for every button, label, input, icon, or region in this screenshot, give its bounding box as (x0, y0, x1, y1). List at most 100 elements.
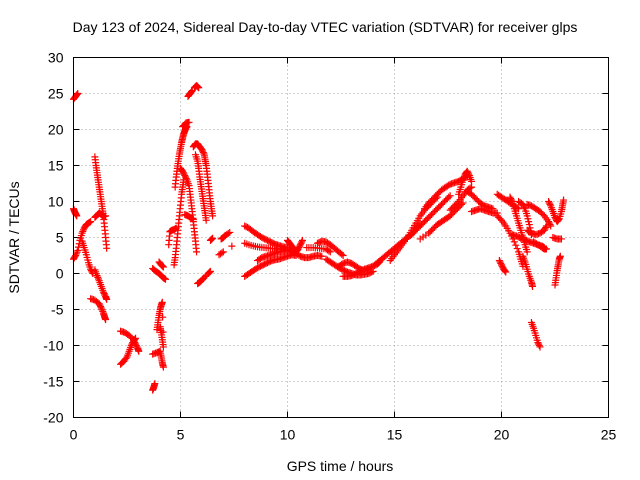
data-point (209, 234, 217, 242)
data-point (209, 212, 217, 220)
data-point (162, 275, 170, 283)
data-point (94, 275, 102, 283)
series-arc-52 (493, 212, 527, 270)
data-point (501, 267, 509, 275)
data-point (79, 228, 87, 235)
series-arc-03 (70, 218, 95, 263)
x-tick-label: 25 (601, 427, 617, 443)
data-point (224, 229, 232, 237)
series-arc-38 (313, 237, 347, 259)
series-arc-05 (87, 295, 110, 324)
data-point (93, 272, 101, 280)
data-point (318, 252, 326, 260)
y-axis-label: SDTVAR / TECUs (6, 181, 22, 293)
series-arc-36 (292, 249, 326, 262)
series-arc-26 (194, 267, 214, 288)
series-arc-50 (468, 205, 501, 217)
chart-title: Day 123 of 2024, Sidereal Day-to-day VTE… (73, 19, 578, 35)
data-point (151, 380, 159, 388)
data-point (195, 84, 203, 92)
series-arc-63 (549, 234, 565, 243)
series-arc-24 (189, 140, 217, 220)
data-point (226, 228, 234, 236)
y-tick-label: 25 (48, 86, 64, 102)
x-tick-label: 15 (387, 427, 403, 443)
data-point (199, 149, 207, 157)
data-point (159, 263, 167, 271)
x-tick-label: 5 (177, 427, 185, 443)
series-arc-15 (155, 258, 167, 271)
data-point (557, 235, 565, 243)
series-arc-57 (519, 252, 537, 290)
data-point (445, 193, 453, 201)
data-point (468, 177, 476, 185)
data-point (182, 174, 190, 182)
data-point (542, 223, 550, 231)
series-arc-59 (523, 222, 550, 239)
data-point (546, 221, 554, 229)
series-arc-27 (206, 234, 217, 244)
series-arc-48 (455, 167, 476, 198)
y-tick-label: -10 (43, 338, 63, 354)
data-point (189, 216, 197, 223)
data-point (218, 249, 226, 257)
x-tick-labels: 0 5 10 15 20 25 (70, 427, 617, 443)
data-point (556, 252, 564, 260)
y-tick-label: 30 (48, 50, 64, 66)
data-point (73, 90, 81, 98)
x-tick-label: 10 (280, 427, 296, 443)
series-arc-28 (217, 228, 234, 243)
data-point (502, 268, 510, 276)
data-point (326, 248, 334, 256)
series-arc-54 (506, 193, 531, 256)
data-point (219, 248, 227, 256)
data-point (542, 245, 550, 253)
series-arc-13 (149, 264, 170, 283)
data-point (158, 298, 166, 306)
data-point (529, 282, 537, 290)
series-arc-19 (177, 164, 201, 256)
data-point (194, 83, 202, 91)
data-point (131, 335, 139, 343)
data-point (206, 268, 214, 276)
series-arc-14 (153, 298, 167, 351)
data-point (94, 273, 102, 281)
data-point (525, 221, 533, 229)
series-arc-60 (530, 238, 550, 253)
data-point (74, 90, 82, 97)
series-arc-08 (91, 266, 111, 303)
data-point (159, 313, 167, 321)
data-point (513, 245, 521, 253)
data-point (102, 316, 110, 324)
data-point (103, 244, 111, 252)
data-point (158, 262, 166, 270)
data-points (70, 82, 568, 394)
data-point (156, 323, 164, 331)
data-point (74, 246, 82, 254)
data-point (228, 242, 236, 250)
data-point (188, 88, 196, 96)
data-point (555, 216, 563, 224)
data-point (547, 222, 555, 230)
data-point (465, 170, 473, 178)
data-point (193, 82, 201, 90)
data-point (73, 248, 81, 256)
x-tick-label: 0 (70, 427, 78, 443)
data-point (207, 236, 215, 244)
data-point (97, 303, 105, 311)
data-point (325, 247, 333, 255)
data-point (446, 192, 454, 200)
series-arc-06 (91, 153, 111, 252)
data-point (298, 238, 306, 246)
data-point (98, 306, 106, 314)
series-arc-11 (149, 380, 159, 394)
y-tick-labels: -20 -15 -10 -5 0 5 10 15 20 25 30 (43, 50, 63, 426)
series-arc-10 (117, 334, 140, 368)
data-point (560, 196, 568, 204)
data-point (103, 295, 111, 303)
data-point (338, 250, 346, 258)
data-point (159, 363, 167, 371)
series-arc-37 (303, 244, 334, 256)
x-axis-label: GPS time / hours (287, 458, 394, 474)
